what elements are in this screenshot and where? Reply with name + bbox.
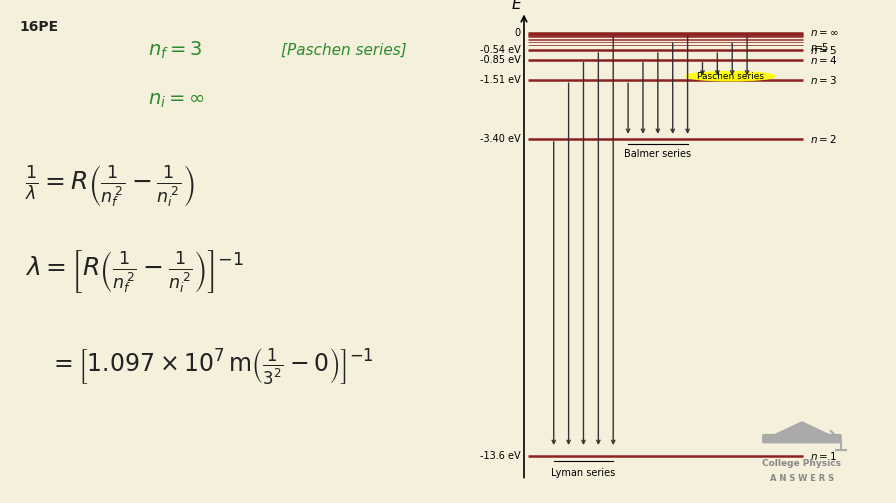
Text: $\lambda = \left[R\left(\frac{1}{n_f^{\,2}} - \frac{1}{n_i^{\,2}}\right)\right]^: $\lambda = \left[R\left(\frac{1}{n_f^{\,… [25,248,243,295]
Text: $n_i = \infty$: $n_i = \infty$ [148,91,204,110]
Text: $n = 1$: $n = 1$ [810,450,837,462]
Text: Balmer series: Balmer series [625,149,692,159]
Text: $n = 3$: $n = 3$ [810,74,838,86]
Ellipse shape [685,71,775,81]
Text: [Paschen series]: [Paschen series] [281,43,407,58]
Text: -0.85 eV: -0.85 eV [479,55,521,65]
Text: -1.51 eV: -1.51 eV [479,75,521,85]
Text: A N S W E R S: A N S W E R S [770,473,834,482]
Text: $n = \infty$: $n = \infty$ [810,28,840,38]
FancyBboxPatch shape [762,435,841,443]
Text: $\frac{1}{\lambda} = R\left(\frac{1}{n_f^{\,2}} - \frac{1}{n_i^{\,2}}\right)$: $\frac{1}{\lambda} = R\left(\frac{1}{n_f… [25,163,194,209]
Text: $= \left[1.097\times10^7\,\mathrm{m}\left(\frac{1}{3^2} - 0\right)\right]^{-1}$: $= \left[1.097\times10^7\,\mathrm{m}\lef… [49,347,374,387]
Text: College Physics: College Physics [762,459,841,468]
Text: 16PE: 16PE [20,20,59,34]
Text: $n \!\!=\!\! 5$: $n \!\!=\!\! 5$ [810,41,830,53]
Polygon shape [773,422,831,436]
Text: $E$: $E$ [511,0,522,12]
Text: -3.40 eV: -3.40 eV [479,134,521,144]
Text: $n = 2$: $n = 2$ [810,133,837,145]
Text: $n_f = 3$: $n_f = 3$ [148,40,202,61]
Text: Lyman series: Lyman series [551,468,616,478]
Text: $n = 5$: $n = 5$ [810,44,838,56]
Text: -0.54 eV: -0.54 eV [479,45,521,55]
Text: Paschen series: Paschen series [697,72,764,80]
Text: 0: 0 [514,28,521,38]
Text: $n = 4$: $n = 4$ [810,54,838,66]
Text: -13.6 eV: -13.6 eV [479,451,521,461]
